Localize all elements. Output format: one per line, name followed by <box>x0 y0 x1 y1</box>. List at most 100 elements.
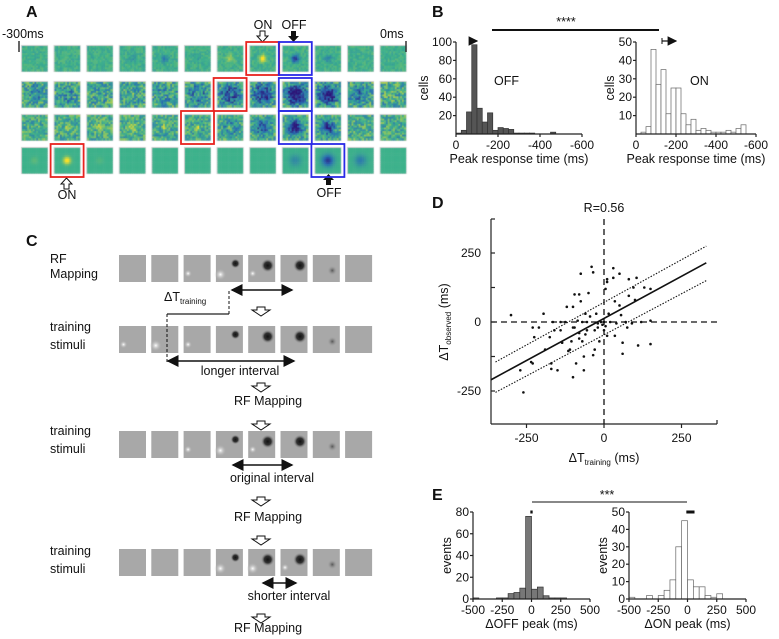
histogram-bar <box>513 592 521 600</box>
y-tick-label: 50 <box>619 35 633 49</box>
histogram-bar <box>716 593 723 600</box>
stimulus-frame <box>151 255 179 282</box>
data-point <box>576 319 579 322</box>
light-spot <box>184 340 193 349</box>
x-tick-label: -600 <box>570 138 594 152</box>
y-tick-label: 40 <box>619 53 633 67</box>
data-point <box>591 353 595 357</box>
data-point <box>613 300 617 303</box>
data-point <box>550 367 553 371</box>
data-point <box>639 320 643 324</box>
data-point <box>587 291 590 295</box>
data-point <box>605 277 609 281</box>
y-tick-label: 10 <box>612 575 626 589</box>
histogram-bar <box>698 586 706 600</box>
x-tick-label: 250 <box>707 603 727 617</box>
histogram-bar <box>735 128 742 135</box>
light-spot <box>184 269 193 278</box>
data-point <box>649 319 652 322</box>
histogram-bar <box>525 515 532 600</box>
data-point <box>537 326 541 329</box>
rf-mapping-label-3: RF Mapping <box>234 621 302 635</box>
data-point <box>613 334 617 338</box>
data-point <box>542 312 545 316</box>
histogram-title: ON <box>690 74 709 88</box>
histogram-bar <box>655 83 662 135</box>
row-label-4a: training <box>50 544 91 558</box>
y-axis-label: cells <box>603 75 617 100</box>
off-arrow-down-icon <box>288 31 299 42</box>
data-point <box>602 320 606 324</box>
x-tick-label: -500 <box>617 603 641 617</box>
x-tick-label: -200 <box>486 138 510 152</box>
y-tick-label: 0 <box>618 592 625 606</box>
data-point <box>593 348 596 351</box>
histogram-delta-on: -500 -250 0 250 500 0 10 20 30 40 50 ΔON peak (ms) e… <box>596 505 756 631</box>
dark-spot <box>260 329 275 344</box>
rf-mapping-label-2: RF Mapping <box>234 510 302 524</box>
x-axis-label: Peak response time (ms) <box>627 152 766 166</box>
regression-line <box>490 262 707 381</box>
dark-spot <box>293 552 307 567</box>
light-spot <box>246 562 259 575</box>
row-label-3a: training <box>50 424 91 438</box>
flow-arrow-down-icon <box>250 496 272 507</box>
data-point <box>630 322 634 325</box>
data-point <box>531 326 534 329</box>
data-point <box>559 320 562 324</box>
data-point <box>593 328 596 332</box>
histogram-bar <box>665 113 672 135</box>
histogram-bar <box>669 579 677 600</box>
light-spot <box>248 445 257 454</box>
off-highlight-box <box>277 41 313 76</box>
y-tick-label: 30 <box>619 72 633 86</box>
data-point <box>581 320 584 324</box>
data-point <box>618 272 621 276</box>
correlation-label: R=0.56 <box>584 201 625 215</box>
data-point <box>571 305 575 309</box>
data-point <box>581 340 584 343</box>
histogram-bar <box>663 589 671 600</box>
on-highlight-box <box>245 41 281 76</box>
histogram-bar <box>690 118 697 135</box>
stimulus-frame <box>151 549 179 576</box>
data-point <box>584 312 587 316</box>
off-highlight-box <box>277 77 313 112</box>
row-label-2a: training <box>50 320 91 334</box>
dark-spot <box>327 559 338 570</box>
x-axis-label: ΔTtraining (ms) <box>569 451 640 467</box>
on-arrow-down-icon <box>255 30 270 43</box>
stimulus-frame <box>345 549 373 576</box>
histogram-bar <box>650 49 657 135</box>
data-point <box>579 272 583 276</box>
histogram-title: OFF <box>494 74 519 88</box>
x-tick-label: -600 <box>744 138 768 152</box>
data-point <box>556 369 559 372</box>
data-point <box>618 304 621 307</box>
data-point <box>570 340 573 343</box>
x-tick-label: -250 <box>514 431 538 445</box>
x-tick-label: 250 <box>551 603 571 617</box>
light-spot <box>214 562 227 575</box>
histogram-bar <box>675 87 682 135</box>
y-tick-label: -250 <box>457 384 481 398</box>
data-point <box>649 342 652 346</box>
histogram-bar <box>508 129 515 135</box>
histogram-bar <box>670 87 677 135</box>
on-highlight-box <box>212 77 248 112</box>
on-arrow-up-icon <box>59 177 74 190</box>
flow-arrow-down-icon <box>250 535 272 546</box>
histogram-bar <box>536 586 544 600</box>
histogram-bar <box>502 128 509 135</box>
row-label-3b: stimuli <box>50 442 85 456</box>
off-highlight-box <box>310 143 346 178</box>
histogram-off: 0 -200 -400 -600 20 40 60 80 100 Peak response ti… <box>417 35 594 166</box>
dark-spot <box>230 552 241 563</box>
data-point <box>615 322 618 325</box>
histogram-bar <box>531 588 538 600</box>
row-label-2b: stimuli <box>50 338 85 352</box>
y-tick-label: 0 <box>474 315 481 329</box>
data-point <box>635 276 638 280</box>
stimulus-frame <box>119 326 146 353</box>
data-point <box>602 328 606 332</box>
